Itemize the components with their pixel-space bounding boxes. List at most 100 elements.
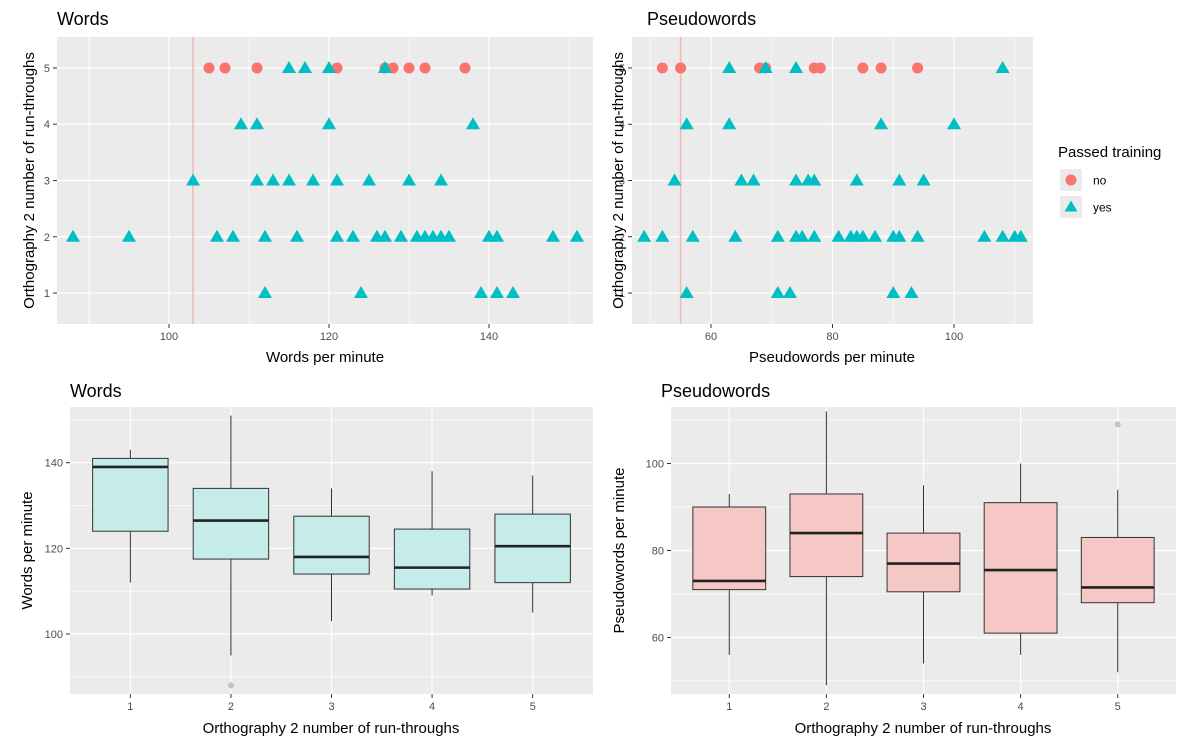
point-yes	[849, 173, 864, 186]
pseudowords-scatter-ticks: 60 80 100 1 2 3 4 5	[619, 63, 963, 343]
pseudowords-scatter-marks	[637, 37, 1028, 324]
point-yes	[667, 173, 682, 186]
point-yes	[322, 117, 336, 130]
x-tick-label: 2	[823, 701, 829, 713]
box-iqr	[293, 515, 370, 575]
y-tick-label: 120	[45, 543, 63, 555]
point-yes	[362, 173, 376, 186]
words-box-grid	[70, 407, 593, 694]
y-tick-label: 4	[44, 119, 50, 131]
x-tick-label: 3	[328, 701, 334, 713]
x-tick-label: 5	[1115, 701, 1121, 713]
point-yes	[466, 117, 480, 130]
box-iqr	[92, 457, 169, 532]
point-yes	[789, 60, 804, 73]
point-yes	[330, 229, 344, 242]
words-box-ylabel: Words per minute	[19, 491, 36, 609]
y-tick-label: 5	[44, 63, 50, 75]
point-yes	[947, 117, 962, 130]
point-yes	[378, 229, 392, 242]
point-yes	[886, 286, 901, 299]
point-yes	[910, 229, 925, 242]
x-tick-label: 100	[945, 331, 963, 343]
point-yes	[655, 229, 670, 242]
point-no	[656, 62, 668, 74]
point-yes	[394, 229, 408, 242]
point-yes	[490, 229, 504, 242]
y-tick-label: 5	[619, 63, 625, 75]
point-yes	[402, 173, 416, 186]
legend-key-yes	[1064, 200, 1078, 212]
legend-key-no	[1065, 174, 1077, 186]
point-yes	[782, 286, 797, 299]
point-yes	[186, 173, 200, 186]
pseudowords-box-ylabel: Pseudowords per minute	[611, 468, 628, 634]
point-yes	[506, 286, 520, 299]
point-yes	[770, 286, 785, 299]
point-yes	[722, 117, 737, 130]
y-tick-label: 1	[619, 288, 625, 300]
point-yes	[916, 173, 931, 186]
point-yes	[378, 60, 392, 73]
x-tick-label: 1	[726, 701, 732, 713]
words-scatter-ylabel: Orthography 2 number of run-throughs	[21, 52, 38, 309]
legend: Passed training no yes	[1058, 144, 1161, 218]
point-yes	[977, 229, 992, 242]
legend-title: Passed training	[1058, 144, 1161, 161]
point-yes	[122, 229, 136, 242]
point-yes	[807, 229, 822, 242]
point-yes	[807, 173, 822, 186]
x-tick-label: 120	[320, 331, 338, 343]
pseudowords-scatter-xlabel: Pseudowords per minute	[749, 349, 915, 366]
point-no	[814, 62, 826, 74]
point-yes	[266, 173, 280, 186]
pseudowords-scatter-title: Pseudowords	[647, 9, 756, 29]
point-yes	[346, 229, 360, 242]
words-box-panel: Words 100 120 140 1 2 3 4 5 Orthography 2 numbe…	[19, 381, 593, 737]
y-tick-label: 1	[44, 288, 50, 300]
point-yes	[746, 173, 761, 186]
point-yes	[306, 173, 320, 186]
y-tick-label: 140	[45, 458, 63, 470]
point-yes	[434, 173, 448, 186]
y-tick-label: 100	[45, 629, 63, 641]
point-yes	[330, 173, 344, 186]
point-yes	[354, 286, 368, 299]
point-yes	[995, 60, 1010, 73]
y-tick-label: 2	[44, 232, 50, 244]
words-scatter-panel: Words 100 120 140 1 2 3 4 5 Words per minute Or…	[21, 9, 593, 366]
words-box-marks	[92, 415, 571, 689]
box-iqr	[494, 513, 571, 584]
y-tick-label: 2	[619, 232, 625, 244]
point-yes	[679, 117, 694, 130]
point-yes	[892, 173, 907, 186]
point-yes	[234, 117, 248, 130]
x-tick-label: 1	[127, 701, 133, 713]
point-no	[251, 62, 263, 74]
x-tick-label: 100	[160, 331, 178, 343]
point-yes	[250, 117, 264, 130]
words-scatter-grid	[57, 37, 593, 324]
point-no	[857, 62, 869, 74]
point-no	[459, 62, 471, 74]
point-yes	[250, 173, 264, 186]
words-box-xlabel: Orthography 2 number of run-throughs	[203, 720, 460, 737]
point-yes	[722, 60, 737, 73]
point-yes	[282, 60, 296, 73]
point-yes	[322, 60, 336, 73]
point-yes	[490, 286, 504, 299]
point-no	[675, 62, 687, 74]
point-yes	[728, 229, 743, 242]
point-yes	[874, 117, 889, 130]
pseudowords-scatter-panel: Pseudowords 60 80 100 1 2 3 4 5 Pseudowords per…	[610, 9, 1033, 366]
point-yes	[474, 286, 488, 299]
point-yes	[995, 229, 1010, 242]
point-yes	[904, 286, 919, 299]
point-yes	[679, 286, 694, 299]
box-iqr	[692, 506, 767, 591]
point-yes	[758, 60, 773, 73]
box-iqr	[192, 487, 270, 560]
y-tick-label: 3	[619, 176, 625, 188]
point-yes	[1013, 229, 1028, 242]
